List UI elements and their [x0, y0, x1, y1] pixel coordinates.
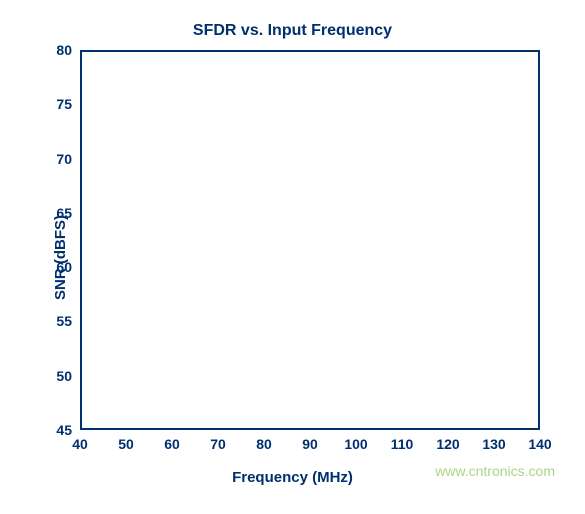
x-tick-label: 130 — [482, 430, 505, 452]
x-tick-label: 140 — [528, 430, 551, 452]
chart-container: SFDR vs. Input Frequency SNR (dBFS) Freq… — [0, 0, 585, 514]
x-tick-label: 60 — [164, 430, 180, 452]
x-tick-label: 70 — [210, 430, 226, 452]
y-tick-label: 75 — [56, 96, 80, 112]
plot-border — [80, 50, 540, 430]
x-tick-label: 100 — [344, 430, 367, 452]
y-tick-label: 45 — [56, 422, 80, 438]
plot-area: 4050607080901001101201301404550556065707… — [80, 50, 540, 430]
x-tick-label: 50 — [118, 430, 134, 452]
x-tick-label: 110 — [391, 430, 414, 452]
y-tick-label: 65 — [56, 205, 80, 221]
y-tick-label: 80 — [56, 42, 80, 58]
y-tick-label: 60 — [56, 259, 80, 275]
y-tick-label: 55 — [56, 313, 80, 329]
y-tick-label: 50 — [56, 368, 80, 384]
y-tick-label: 70 — [56, 151, 80, 167]
x-tick-label: 80 — [256, 430, 272, 452]
x-tick-label: 90 — [302, 430, 318, 452]
x-tick-label: 120 — [436, 430, 459, 452]
watermark: www.cntronics.com — [435, 463, 555, 479]
